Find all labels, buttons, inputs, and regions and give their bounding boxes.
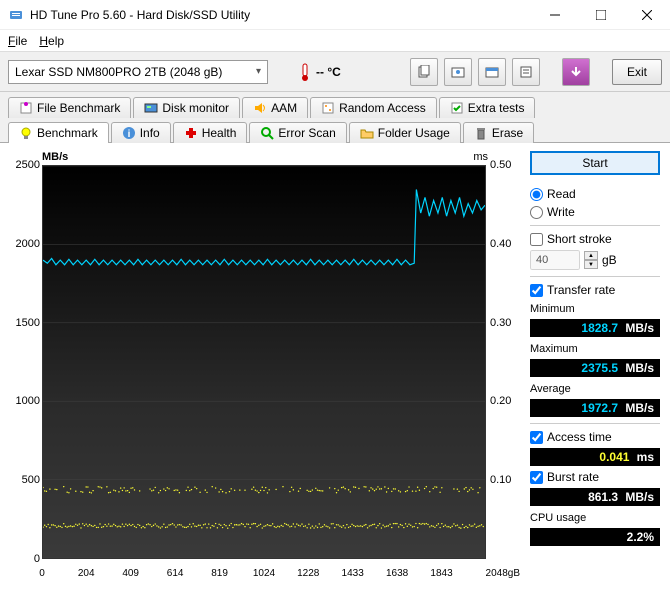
- xtick: 614: [167, 568, 184, 579]
- xtick: 409: [122, 568, 139, 579]
- chart-xunit: 2048gB: [486, 568, 520, 579]
- transfer-rate-check[interactable]: Transfer rate: [530, 283, 660, 297]
- close-button[interactable]: [624, 0, 670, 30]
- thermometer-icon: [298, 62, 312, 82]
- maximize-button[interactable]: [578, 0, 624, 30]
- tab-row-2: BenchmarkiInfoHealthError ScanFolder Usa…: [0, 117, 670, 142]
- ytick-left: 2000: [8, 238, 40, 250]
- chart-area: MB/s ms 2048gB 2500 2000 1500 1000 500 0 0.50 0…: [8, 151, 520, 579]
- tab-folder-usage[interactable]: Folder Usage: [349, 122, 461, 143]
- copy-screenshot-button[interactable]: [444, 58, 472, 86]
- start-button[interactable]: Start: [530, 151, 660, 175]
- access-time-value: 0.041 ms: [530, 448, 660, 466]
- burst-rate-value: 861.3 MB/s: [530, 488, 660, 506]
- tab-health[interactable]: Health: [173, 122, 248, 143]
- chart-ylabel-right: ms: [473, 151, 488, 163]
- burst-rate-check[interactable]: Burst rate: [530, 470, 660, 484]
- cpu-usage-label: CPU usage: [530, 512, 660, 524]
- xtick: 1433: [342, 568, 364, 579]
- tab-extra-tests[interactable]: Extra tests: [439, 97, 536, 118]
- cpu-usage-value: 2.2%: [530, 528, 660, 546]
- xtick: 1024: [253, 568, 275, 579]
- minimum-value: 1828.7 MB/s: [530, 319, 660, 337]
- file-bench-icon: [19, 101, 33, 115]
- bulb-icon: [19, 126, 33, 140]
- tab-random-access[interactable]: Random Access: [310, 97, 437, 118]
- save-screenshot-button[interactable]: [478, 58, 506, 86]
- ytick-left: 1500: [8, 317, 40, 329]
- ytick-left: 2500: [8, 159, 40, 171]
- minimum-label: Minimum: [530, 303, 660, 315]
- device-select[interactable]: Lexar SSD NM800PRO 2TB (2048 gB): [8, 60, 268, 84]
- spinner-down[interactable]: ▼: [584, 260, 598, 269]
- ytick-right: 0.50: [490, 159, 520, 171]
- maximum-label: Maximum: [530, 343, 660, 355]
- xtick: 204: [78, 568, 95, 579]
- maximum-value: 2375.5 MB/s: [530, 359, 660, 377]
- ytick-right: 0.40: [490, 238, 520, 250]
- folder-icon: [360, 126, 374, 140]
- tab-benchmark[interactable]: Benchmark: [8, 122, 109, 143]
- tab-info[interactable]: iInfo: [111, 122, 171, 143]
- xtick: 1638: [386, 568, 408, 579]
- xtick: 0: [39, 568, 45, 579]
- ytick-left: 500: [8, 474, 40, 486]
- content-area: MB/s ms 2048gB 2500 2000 1500 1000 500 0 0.50 0…: [0, 142, 670, 587]
- access-time-check[interactable]: Access time: [530, 430, 660, 444]
- health-icon: [184, 126, 198, 140]
- svg-text:i: i: [127, 129, 130, 140]
- info-icon: i: [122, 126, 136, 140]
- minimize-button[interactable]: [532, 0, 578, 30]
- sidebar: Start Read Write Short stroke ▲▼ gB Tran…: [520, 151, 660, 579]
- ytick-right: 0.20: [490, 395, 520, 407]
- temperature-value: -- °C: [316, 65, 341, 79]
- ytick-right: 0.10: [490, 474, 520, 486]
- toolbar: Lexar SSD NM800PRO 2TB (2048 gB) -- °C E…: [0, 52, 670, 92]
- ytick-left: 1000: [8, 395, 40, 407]
- xtick: 1228: [297, 568, 319, 579]
- tab-row-1: File BenchmarkDisk monitorAAMRandom Acce…: [0, 92, 670, 117]
- short-stroke-check[interactable]: Short stroke: [530, 232, 660, 246]
- tab-erase[interactable]: Erase: [463, 122, 534, 143]
- spinner-up[interactable]: ▲: [584, 251, 598, 260]
- average-label: Average: [530, 383, 660, 395]
- titlebar: HD Tune Pro 5.60 - Hard Disk/SSD Utility: [0, 0, 670, 30]
- chart-canvas: [42, 165, 486, 559]
- search-icon: [260, 126, 274, 140]
- options-button[interactable]: [512, 58, 540, 86]
- speaker-icon: [253, 101, 267, 115]
- ytick-left: 0: [8, 553, 40, 565]
- average-value: 1972.7 MB/s: [530, 399, 660, 417]
- stroke-unit: gB: [602, 253, 617, 267]
- save-button[interactable]: [562, 58, 590, 86]
- tab-aam[interactable]: AAM: [242, 97, 308, 118]
- tab-disk-monitor[interactable]: Disk monitor: [133, 97, 240, 118]
- xtick: 1843: [430, 568, 452, 579]
- exit-button[interactable]: Exit: [612, 59, 662, 85]
- read-radio[interactable]: Read: [530, 187, 660, 201]
- extra-icon: [450, 101, 464, 115]
- trash-icon: [474, 126, 488, 140]
- chart-ylabel-left: MB/s: [42, 151, 68, 163]
- window-title: HD Tune Pro 5.60 - Hard Disk/SSD Utility: [30, 8, 532, 22]
- menubar: File Help: [0, 30, 670, 52]
- menu-file[interactable]: File: [8, 34, 27, 48]
- tab-file-benchmark[interactable]: File Benchmark: [8, 97, 131, 118]
- short-stroke-input: [530, 250, 580, 270]
- random-icon: [321, 101, 335, 115]
- monitor-icon: [144, 101, 158, 115]
- tab-error-scan[interactable]: Error Scan: [249, 122, 346, 143]
- xtick: 819: [211, 568, 228, 579]
- menu-help[interactable]: Help: [39, 34, 64, 48]
- ytick-right: 0.30: [490, 317, 520, 329]
- device-select-value: Lexar SSD NM800PRO 2TB (2048 gB): [15, 65, 222, 79]
- temperature-display: -- °C: [290, 62, 349, 82]
- copy-text-button[interactable]: [410, 58, 438, 86]
- app-icon: [8, 7, 24, 23]
- write-radio[interactable]: Write: [530, 205, 660, 219]
